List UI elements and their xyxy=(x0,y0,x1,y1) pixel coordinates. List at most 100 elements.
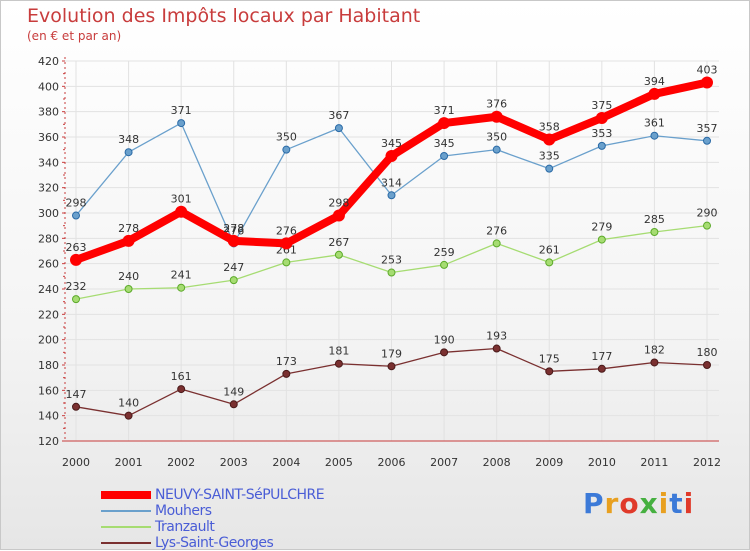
y-tick-label: 240 xyxy=(38,283,59,296)
legend: NEUVY-SAINT-SéPULCHRE Mouhers Tranzault Lys… xyxy=(101,487,325,551)
data-label-0: 298 xyxy=(328,197,349,210)
y-tick-label: 420 xyxy=(38,55,59,68)
data-point-3 xyxy=(650,358,659,367)
data-point-2 xyxy=(124,285,133,293)
data-label-3: 147 xyxy=(66,388,87,401)
data-label-0: 301 xyxy=(171,193,192,206)
chart-title: Evolution des Impôts locaux par Habitant xyxy=(27,5,421,27)
data-point-2 xyxy=(492,239,501,248)
y-tick-label: 220 xyxy=(38,308,59,321)
x-tick-label: 2012 xyxy=(693,456,721,469)
data-label-2: 240 xyxy=(118,270,139,283)
data-label-0: 376 xyxy=(486,98,507,111)
data-point-1 xyxy=(545,164,554,173)
x-tick-label: 2008 xyxy=(483,456,511,469)
data-label-3: 180 xyxy=(697,346,718,359)
data-label-2: 290 xyxy=(697,207,718,220)
data-label-0: 375 xyxy=(591,99,612,112)
data-point-2 xyxy=(597,235,606,244)
data-point-0 xyxy=(543,133,556,146)
x-tick-label: 2009 xyxy=(535,456,563,469)
data-point-3 xyxy=(334,359,343,368)
data-label-3: 182 xyxy=(644,343,665,356)
data-point-0 xyxy=(280,237,293,250)
data-point-3 xyxy=(492,344,501,353)
data-point-2 xyxy=(440,260,449,269)
data-point-3 xyxy=(440,348,449,357)
data-point-1 xyxy=(177,119,186,128)
logo-letter: r xyxy=(604,487,620,520)
y-tick-label: 160 xyxy=(38,384,59,397)
data-point-3 xyxy=(282,369,291,378)
data-label-1: 345 xyxy=(434,137,455,150)
y-tick-label: 320 xyxy=(38,182,59,195)
legend-label: NEUVY-SAINT-SéPULCHRE xyxy=(155,487,325,503)
y-tick-label: 340 xyxy=(38,156,59,169)
data-point-3 xyxy=(72,402,80,411)
data-label-0: 403 xyxy=(697,64,718,77)
legend-item: Tranzault xyxy=(101,519,324,535)
data-point-0 xyxy=(648,87,661,100)
data-point-2 xyxy=(545,258,554,267)
y-tick-label: 300 xyxy=(38,207,59,220)
data-label-2: 285 xyxy=(644,213,665,226)
legend-item: NEUVY-SAINT-SéPULCHRE xyxy=(101,487,325,503)
legend-label: Tranzault xyxy=(155,519,215,535)
data-point-0 xyxy=(227,234,240,247)
x-tick-label: 2000 xyxy=(62,456,90,469)
data-point-1 xyxy=(387,191,396,200)
y-tick-label: 180 xyxy=(38,359,59,372)
x-tick-label: 2006 xyxy=(378,456,406,469)
data-label-3: 193 xyxy=(486,330,507,343)
data-point-0 xyxy=(122,234,135,247)
data-label-0: 358 xyxy=(539,121,560,134)
data-label-3: 175 xyxy=(539,352,560,365)
data-label-3: 149 xyxy=(223,385,244,398)
data-point-2 xyxy=(703,221,711,230)
data-point-0 xyxy=(385,150,398,162)
y-tick-label: 280 xyxy=(38,232,59,245)
legend-item: Mouhers xyxy=(101,503,324,519)
y-tick-label: 400 xyxy=(38,80,59,93)
data-point-0 xyxy=(332,209,345,222)
data-point-2 xyxy=(177,283,186,292)
chart-subtitle: (en € et par an) xyxy=(27,29,122,43)
data-point-2 xyxy=(334,250,343,259)
legend-swatch xyxy=(101,526,151,528)
y-tick-label: 380 xyxy=(38,106,59,119)
data-label-3: 181 xyxy=(328,345,349,358)
legend-item: Lys-Saint-Georges xyxy=(101,535,324,551)
x-tick-label: 2004 xyxy=(272,456,300,469)
logo-letter: t xyxy=(669,487,684,520)
y-tick-label: 120 xyxy=(38,435,59,448)
data-point-2 xyxy=(282,258,291,267)
data-label-0: 394 xyxy=(644,75,665,88)
data-label-1: 371 xyxy=(171,104,192,117)
data-label-3: 190 xyxy=(434,333,455,346)
data-label-2: 232 xyxy=(66,280,87,293)
data-point-3 xyxy=(597,364,606,373)
data-point-0 xyxy=(175,205,188,218)
data-label-1: 298 xyxy=(66,197,87,210)
data-label-0: 276 xyxy=(276,224,297,237)
data-point-0 xyxy=(701,76,713,89)
data-label-3: 179 xyxy=(381,347,402,360)
data-label-2: 261 xyxy=(539,243,560,256)
data-label-1: 348 xyxy=(118,133,139,146)
data-point-1 xyxy=(703,136,711,145)
data-point-3 xyxy=(703,361,711,369)
data-label-3: 161 xyxy=(171,370,192,383)
data-label-1: 361 xyxy=(644,117,665,130)
data-point-1 xyxy=(492,145,501,154)
data-label-1: 353 xyxy=(591,127,612,140)
x-tick-label: 2001 xyxy=(115,456,143,469)
data-point-2 xyxy=(229,276,238,285)
data-label-0: 371 xyxy=(434,104,455,117)
data-label-2: 241 xyxy=(171,269,192,282)
logo-letter: x xyxy=(639,487,659,520)
data-point-3 xyxy=(229,400,238,409)
data-label-1: 367 xyxy=(328,109,349,122)
y-tick-label: 360 xyxy=(38,131,59,144)
data-label-1: 357 xyxy=(697,122,718,135)
